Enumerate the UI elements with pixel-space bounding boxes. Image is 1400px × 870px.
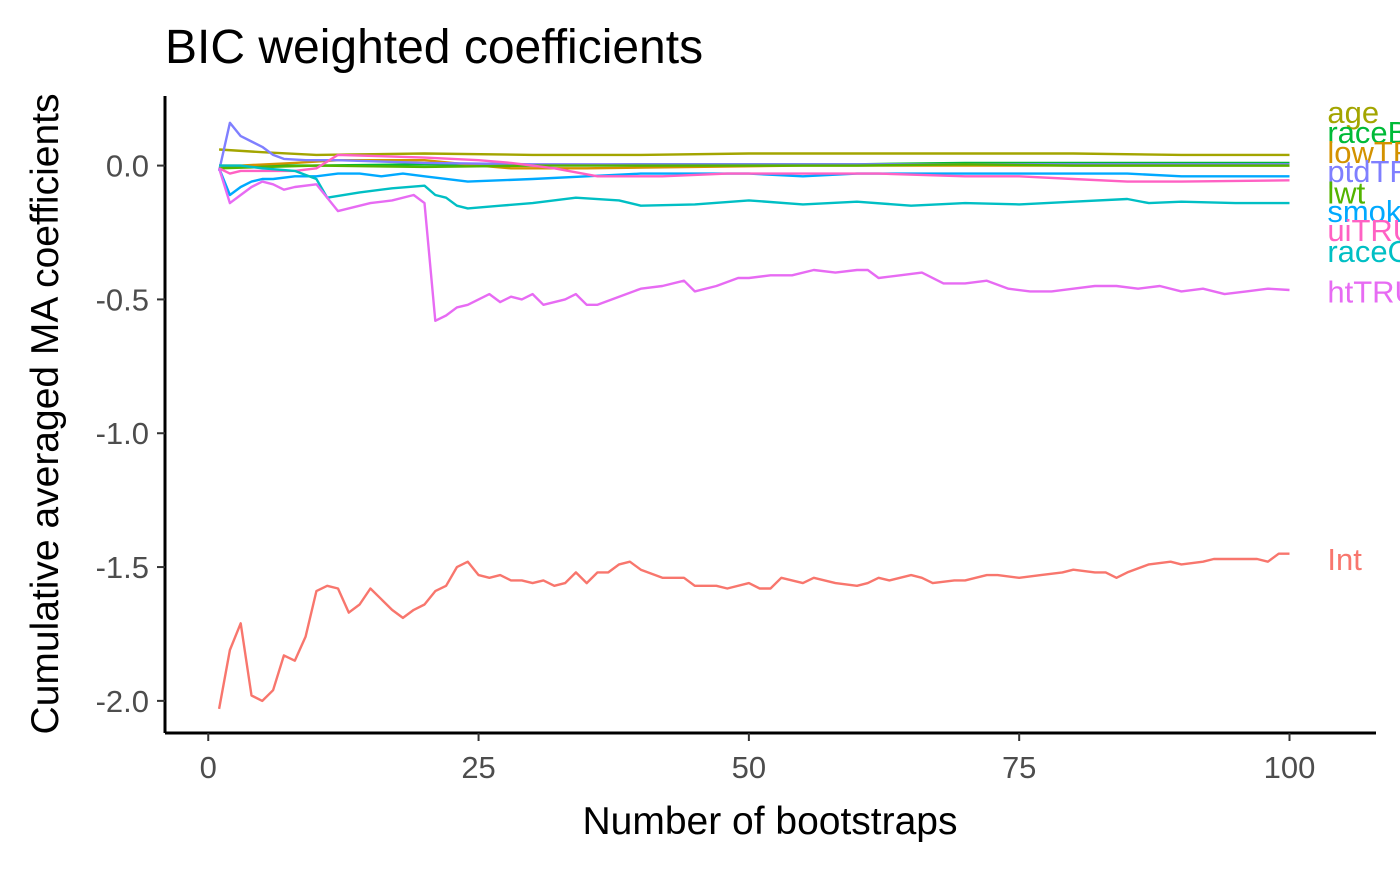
series-line-age <box>219 148 1290 157</box>
x-tick-label: 25 <box>461 750 495 785</box>
series-label-httrue: htTRUE <box>1327 274 1400 309</box>
series-label-ptdtrue: ptdTRUE <box>1327 154 1400 189</box>
series-label-raceother: raceOther <box>1327 234 1400 269</box>
series-line-lwt <box>219 163 1290 170</box>
series-label-age: age <box>1327 95 1379 130</box>
series-label-raceblack: raceBlack <box>1327 115 1400 150</box>
y-tick-label: -2.0 <box>96 684 149 719</box>
series-label-uitrue: uiTRUE <box>1327 213 1400 248</box>
x-tick-label: 75 <box>1002 750 1036 785</box>
x-tick-label: 50 <box>732 750 766 785</box>
series-lines <box>217 121 1290 710</box>
series-line-uitrue <box>218 153 1290 183</box>
x-tick-label: 0 <box>200 750 217 785</box>
series-end-labels: Int ageraceBlacklowTRUEptdTRUElwtsmokeuiT… <box>1327 95 1400 577</box>
series-label-int: Int <box>1327 542 1362 577</box>
y-axis-label: Cumulative averaged MA coefficients <box>24 94 67 735</box>
x-axis-label: Number of bootstraps <box>582 800 957 843</box>
x-tick-label: 100 <box>1264 750 1316 785</box>
series-line-smoke <box>217 167 1290 197</box>
series-label-lowtrue: lowTRUE <box>1327 135 1400 170</box>
axes: 0.0 -0.5 -1.0 -1.5 -2.0 0 25 50 75 100 <box>96 96 1376 785</box>
y-tick-label: -1.5 <box>96 550 149 585</box>
series-label-lwt: lwt <box>1327 175 1365 210</box>
series-line-int <box>217 552 1290 710</box>
series-line-httrue <box>217 167 1290 322</box>
chart-title: BIC weighted coefficients <box>165 21 703 74</box>
y-tick-label: -1.0 <box>96 416 149 451</box>
y-tick-label: 0.0 <box>106 149 149 184</box>
y-tick-label: -0.5 <box>96 282 149 317</box>
series-label-smoke: smoke <box>1327 194 1400 229</box>
